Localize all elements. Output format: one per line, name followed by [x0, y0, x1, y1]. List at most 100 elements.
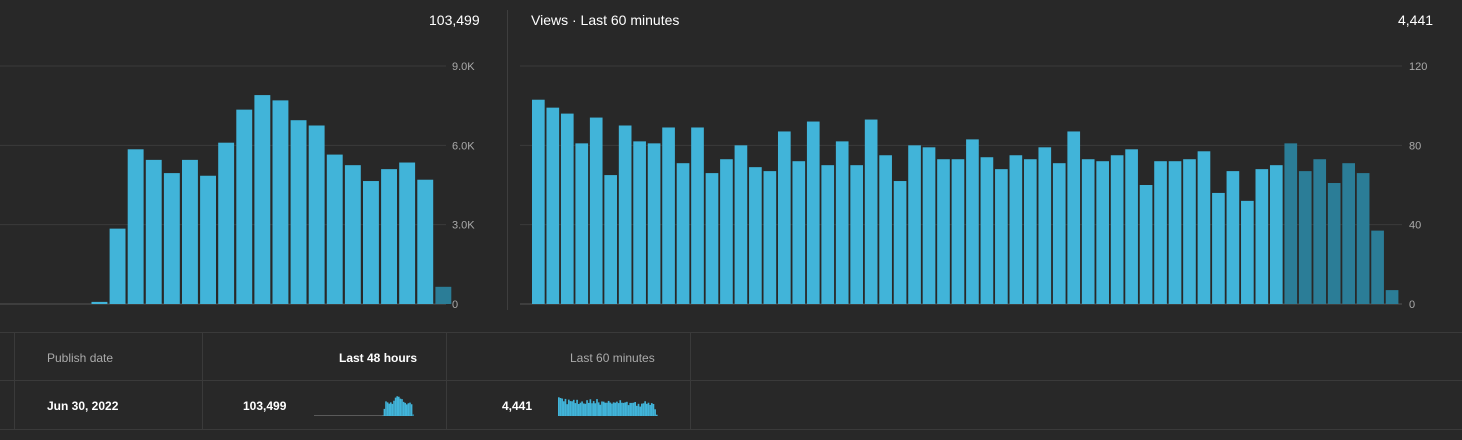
bar[interactable] — [676, 163, 690, 304]
bar[interactable] — [254, 95, 271, 304]
bar[interactable] — [980, 157, 994, 304]
spark-bar — [581, 401, 583, 416]
bar[interactable] — [344, 165, 361, 304]
bar[interactable] — [705, 173, 719, 304]
spark-bar — [558, 397, 560, 416]
bar[interactable] — [200, 175, 216, 304]
bar[interactable] — [618, 125, 632, 305]
bar[interactable] — [1009, 155, 1023, 304]
bar[interactable] — [109, 228, 126, 304]
bar[interactable] — [1342, 163, 1355, 304]
bar[interactable] — [734, 145, 748, 304]
spark-bar — [621, 402, 623, 416]
bar[interactable] — [821, 165, 835, 304]
bar[interactable] — [308, 125, 325, 305]
bar[interactable] — [399, 162, 416, 304]
bar[interactable] — [1255, 169, 1269, 304]
bar[interactable] — [633, 141, 646, 304]
bar[interactable] — [1241, 200, 1254, 304]
bar[interactable] — [806, 121, 820, 305]
spark-bar — [579, 402, 582, 416]
spark-bar — [390, 402, 392, 416]
spark-bar — [391, 403, 394, 416]
spark-bar — [636, 405, 638, 416]
bar[interactable] — [647, 143, 661, 304]
bar[interactable] — [127, 149, 144, 304]
bar[interactable] — [1385, 290, 1399, 304]
bar[interactable] — [236, 109, 253, 304]
bar[interactable] — [1023, 159, 1037, 304]
bar[interactable] — [1067, 131, 1081, 304]
bar[interactable] — [1269, 165, 1283, 304]
bar[interactable] — [1168, 161, 1182, 304]
bar[interactable] — [1356, 173, 1370, 304]
bar[interactable] — [1313, 159, 1327, 304]
row-last-60-value: 4,441 — [502, 399, 533, 413]
bar[interactable] — [218, 142, 235, 304]
bar[interactable] — [995, 169, 1008, 304]
bar[interactable] — [1038, 147, 1052, 304]
bar[interactable] — [575, 143, 589, 304]
bar[interactable] — [1110, 155, 1124, 304]
spark-bar — [650, 403, 653, 416]
bar[interactable] — [272, 100, 289, 304]
bar[interactable] — [777, 131, 791, 304]
bar[interactable] — [893, 181, 907, 304]
bar[interactable] — [363, 181, 379, 304]
bar[interactable] — [381, 169, 397, 304]
bar[interactable] — [1284, 143, 1298, 304]
bar[interactable] — [879, 155, 892, 304]
bar[interactable] — [1096, 161, 1109, 304]
bar[interactable] — [966, 139, 979, 304]
bar[interactable] — [290, 120, 307, 304]
bar[interactable] — [417, 179, 434, 304]
bar[interactable] — [91, 301, 108, 304]
bar[interactable] — [1154, 161, 1167, 304]
header-publish-date[interactable]: Publish date — [47, 351, 114, 365]
bar[interactable] — [1125, 149, 1138, 304]
bar[interactable] — [163, 173, 180, 304]
bar[interactable] — [908, 145, 921, 304]
bar[interactable] — [1183, 159, 1196, 304]
bar[interactable] — [182, 159, 198, 304]
spark-bar — [649, 404, 651, 416]
bar[interactable] — [662, 127, 675, 304]
bar[interactable] — [763, 171, 777, 304]
bar[interactable] — [435, 286, 452, 304]
bar[interactable] — [951, 159, 965, 304]
bar[interactable] — [326, 154, 343, 304]
spark-bar — [586, 400, 588, 416]
bar[interactable] — [864, 119, 878, 304]
bar[interactable] — [749, 167, 762, 304]
bar[interactable] — [1212, 192, 1225, 304]
spark-bar — [601, 401, 603, 416]
spark-bar — [631, 402, 633, 416]
table-border-bottom — [0, 429, 1462, 430]
table-border-mid — [0, 380, 1462, 381]
bar[interactable] — [1226, 171, 1240, 304]
header-last-60-minutes[interactable]: Last 60 minutes — [570, 351, 655, 365]
bar[interactable] — [691, 127, 704, 304]
bar[interactable] — [792, 161, 806, 304]
bar[interactable] — [589, 117, 603, 304]
y-tick-label: 6.0K — [452, 140, 475, 152]
bar[interactable] — [1139, 185, 1153, 304]
bar[interactable] — [835, 141, 849, 304]
bar[interactable] — [604, 175, 618, 304]
bar[interactable] — [1081, 159, 1095, 304]
bar[interactable] — [560, 113, 574, 304]
bar[interactable] — [1052, 163, 1066, 304]
header-last-48-hours[interactable]: Last 48 hours — [339, 351, 418, 365]
bar[interactable] — [1197, 151, 1211, 304]
spark-bar — [587, 402, 590, 416]
bar[interactable] — [145, 159, 162, 304]
bar[interactable] — [720, 159, 733, 304]
bar[interactable] — [1298, 171, 1312, 304]
bar[interactable] — [937, 159, 950, 304]
bar[interactable] — [532, 99, 545, 304]
bar[interactable] — [1327, 183, 1341, 304]
bar[interactable] — [1371, 230, 1384, 304]
bar[interactable] — [850, 165, 864, 304]
bar[interactable] — [922, 147, 936, 304]
bar[interactable] — [546, 107, 560, 305]
